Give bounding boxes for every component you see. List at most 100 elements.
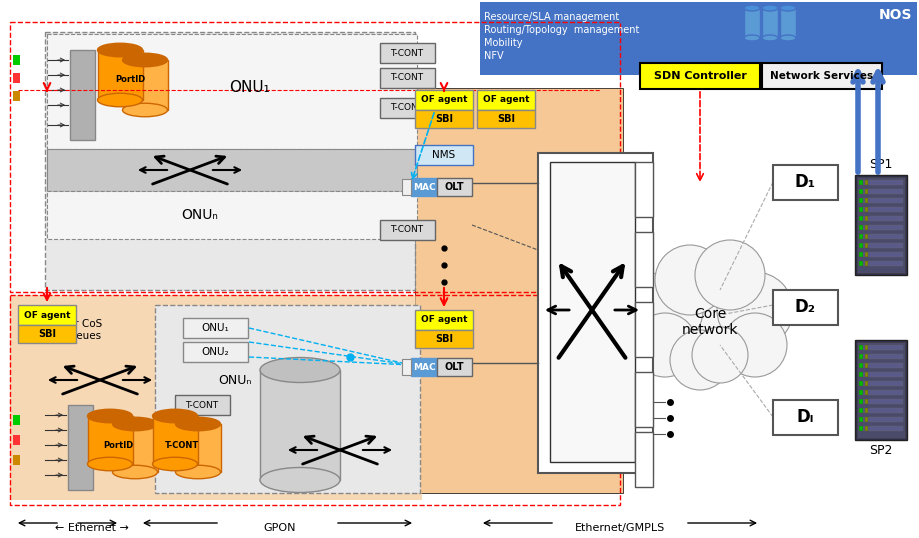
Bar	[183, 318, 248, 338]
Text: ONUₙ: ONUₙ	[182, 208, 219, 222]
Bar	[859, 189, 863, 194]
Bar	[773, 165, 838, 200]
Text: PortID: PortID	[103, 441, 133, 450]
Bar	[13, 91, 20, 101]
Bar	[18, 325, 76, 343]
Bar	[411, 178, 437, 196]
Bar	[865, 198, 868, 203]
Bar	[415, 145, 473, 165]
Bar	[857, 342, 905, 438]
Text: Per CoS
queues: Per CoS queues	[62, 319, 102, 341]
Bar	[13, 73, 20, 83]
Text: Routing/Topology  management: Routing/Topology management	[484, 25, 640, 35]
Text: NOS: NOS	[879, 8, 913, 22]
Circle shape	[692, 327, 748, 383]
Bar	[859, 225, 863, 230]
Bar	[744, 8, 760, 38]
Bar	[477, 90, 535, 110]
Bar	[415, 330, 473, 348]
Ellipse shape	[153, 409, 198, 423]
Circle shape	[695, 240, 765, 310]
Text: T-CONT: T-CONT	[186, 400, 219, 409]
Bar	[10, 22, 620, 292]
Bar	[13, 55, 20, 65]
Bar	[865, 234, 868, 239]
Bar	[45, 32, 415, 290]
Bar	[859, 399, 863, 404]
Text: SBI: SBI	[38, 329, 56, 339]
Circle shape	[723, 313, 787, 377]
Bar	[859, 207, 863, 212]
Bar	[865, 225, 868, 230]
Text: Network Services: Network Services	[770, 71, 874, 81]
Bar	[865, 390, 868, 395]
Bar	[865, 216, 868, 221]
Text: NMS: NMS	[432, 150, 456, 160]
Text: OF agent: OF agent	[421, 96, 467, 104]
Circle shape	[633, 313, 697, 377]
Bar	[773, 290, 838, 325]
Circle shape	[655, 245, 725, 315]
Ellipse shape	[176, 465, 221, 479]
Bar	[380, 220, 435, 240]
Bar	[68, 405, 93, 490]
Bar	[859, 234, 903, 239]
Bar	[859, 354, 863, 359]
Bar	[415, 90, 473, 110]
Ellipse shape	[153, 457, 198, 471]
Bar	[859, 345, 903, 350]
Ellipse shape	[122, 103, 167, 117]
Bar	[437, 358, 472, 376]
Bar	[859, 207, 903, 212]
Bar	[123, 60, 168, 110]
Bar	[380, 98, 435, 118]
Ellipse shape	[122, 53, 167, 67]
Text: ONU₁: ONU₁	[201, 323, 229, 333]
Bar	[415, 110, 473, 128]
Bar	[380, 68, 435, 88]
Bar	[18, 305, 76, 325]
Bar	[635, 232, 653, 287]
Bar	[859, 216, 863, 221]
Bar	[859, 426, 863, 431]
Bar	[859, 381, 863, 386]
Text: PortID: PortID	[115, 75, 145, 84]
Bar	[415, 88, 623, 493]
Bar	[550, 162, 635, 462]
Bar	[859, 252, 863, 257]
Bar	[13, 455, 20, 465]
Bar	[773, 400, 838, 435]
Text: T-CONT: T-CONT	[391, 225, 424, 235]
Bar	[865, 345, 868, 350]
Bar	[865, 399, 868, 404]
Text: Core
network: Core network	[682, 307, 738, 337]
Text: T-CONT: T-CONT	[391, 48, 424, 58]
Bar	[859, 390, 863, 395]
Bar	[10, 295, 620, 505]
Text: MAC: MAC	[413, 182, 436, 192]
Text: NFV: NFV	[484, 51, 504, 61]
Bar	[635, 162, 653, 217]
Bar	[865, 372, 868, 377]
Ellipse shape	[87, 409, 132, 423]
Bar	[859, 390, 903, 395]
Text: OF agent: OF agent	[421, 315, 467, 324]
Ellipse shape	[97, 93, 142, 107]
Text: ← Ethernet →: ← Ethernet →	[55, 523, 129, 533]
Ellipse shape	[744, 35, 760, 41]
Bar	[859, 408, 863, 413]
Text: T-CONT: T-CONT	[165, 441, 199, 450]
Ellipse shape	[97, 43, 142, 56]
Bar	[859, 417, 863, 422]
Bar	[70, 50, 95, 140]
Bar	[855, 340, 907, 440]
Bar	[762, 63, 882, 89]
Bar	[411, 358, 437, 376]
Bar	[859, 426, 903, 431]
Bar	[480, 2, 917, 75]
Bar	[865, 408, 868, 413]
Bar	[859, 234, 863, 239]
Text: SDN Controller: SDN Controller	[653, 71, 746, 81]
Text: SBI: SBI	[435, 334, 453, 344]
Ellipse shape	[780, 35, 796, 41]
